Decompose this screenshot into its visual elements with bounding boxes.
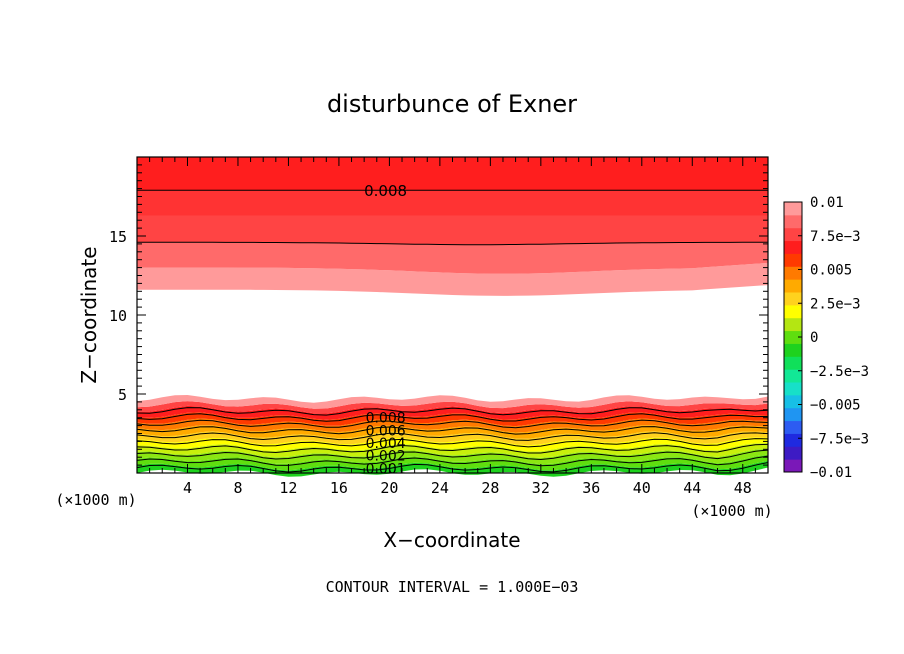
contour-line <box>136 407 769 416</box>
y-axis-label: Z−coordinate <box>77 246 101 383</box>
colorbar-swatch <box>784 240 802 254</box>
x-axis-label: X−coordinate <box>383 528 520 552</box>
contour-band <box>137 262 768 296</box>
x-tick-label: 16 <box>330 479 348 497</box>
contour-label: 0.006 <box>366 423 406 439</box>
colorbar-swatch <box>784 369 802 383</box>
contour-label: 0.004 <box>366 436 406 452</box>
x-tick-label: 48 <box>734 479 752 497</box>
contour-band <box>137 242 768 274</box>
contour-band <box>137 448 768 465</box>
colorbar-label: −0.01 <box>810 465 852 481</box>
x-tick-label: 12 <box>279 479 297 497</box>
y-tick-label: 15 <box>109 228 127 246</box>
colorbar-swatch <box>784 420 802 434</box>
colorbar-swatch <box>784 459 802 473</box>
x-tick-label: 8 <box>233 479 242 497</box>
colorbar-swatch <box>784 253 802 267</box>
contour-line <box>136 438 769 448</box>
x-tick-label: 32 <box>532 479 550 497</box>
x-tick-label: 4 <box>183 479 192 497</box>
contour-band <box>137 437 768 452</box>
colorbar-swatch <box>784 214 802 229</box>
contour-line <box>136 413 769 422</box>
contour-line <box>136 449 769 461</box>
colorbar-swatch <box>784 382 802 396</box>
contour-line <box>137 241 768 246</box>
contour-band <box>137 454 768 471</box>
contour-label: 0.008 <box>366 411 406 427</box>
colorbar-swatch <box>784 292 802 306</box>
colorbar-label: 0.01 <box>810 195 844 211</box>
contour-band <box>137 395 768 409</box>
contour-band <box>137 157 768 191</box>
contour-line <box>136 426 769 435</box>
x-unit-right: (×1000 m) <box>691 502 772 520</box>
colorbar-swatch <box>784 394 802 409</box>
colorbar-label: 2.5e−3 <box>810 296 861 312</box>
colorbar-label: −7.5e−3 <box>810 431 869 447</box>
x-tick-label: 24 <box>431 479 449 497</box>
x-tick-label: 40 <box>633 479 651 497</box>
colorbar-label: −2.5e−3 <box>810 364 869 380</box>
contour-label: 0.008 <box>364 182 407 200</box>
colorbar-swatch <box>784 304 802 319</box>
y-tick-label: 5 <box>118 386 127 404</box>
colorbar: 0.01 7.5e−3 0.005 2.5e−3 0 −2.5e−3 −0.005 −7.5e… <box>783 195 869 481</box>
x-tick-label: 20 <box>380 479 398 497</box>
contour-band <box>137 215 768 245</box>
contour-label: 0.001 <box>366 461 406 477</box>
contour-line <box>136 419 769 429</box>
colorbar-swatch <box>784 343 802 357</box>
colorbar-swatch <box>784 446 802 460</box>
colorbar-label: 7.5e−3 <box>810 229 861 245</box>
colorbar-swatch <box>784 433 802 447</box>
colorbar-swatch <box>784 202 802 216</box>
colorbar-label: 0.005 <box>810 263 852 279</box>
contour-band <box>137 412 768 427</box>
contour-line <box>136 455 769 467</box>
contour-band <box>137 425 768 439</box>
colorbar-swatch <box>784 279 802 293</box>
contour-band <box>137 405 768 420</box>
contour-interval-label: CONTOUR INTERVAL = 1.000E−03 <box>326 578 579 596</box>
contour-band <box>137 190 768 216</box>
x-unit-left: (×1000 m) <box>55 491 136 509</box>
colorbar-swatch <box>784 330 802 344</box>
x-tick-label: 44 <box>683 479 701 497</box>
colorbar-label: 0 <box>810 330 818 346</box>
chart-title: disturbunce of Exner <box>327 90 577 118</box>
colorbar-swatch <box>784 266 802 280</box>
colorbar-swatch <box>784 227 802 242</box>
colorbar-swatch <box>784 317 802 332</box>
contour-band <box>137 431 768 446</box>
colorbar-swatch <box>784 356 802 370</box>
colorbar-swatch <box>784 407 802 422</box>
contour-band <box>137 401 768 414</box>
contour-label: 0.002 <box>366 449 406 465</box>
colorbar-label: −0.005 <box>810 398 861 414</box>
x-tick-label: 28 <box>481 479 499 497</box>
y-tick-label: 10 <box>109 307 127 325</box>
contour-line <box>136 432 769 441</box>
contour-line <box>136 443 769 454</box>
contour-band <box>137 418 768 433</box>
x-tick-label: 36 <box>582 479 600 497</box>
